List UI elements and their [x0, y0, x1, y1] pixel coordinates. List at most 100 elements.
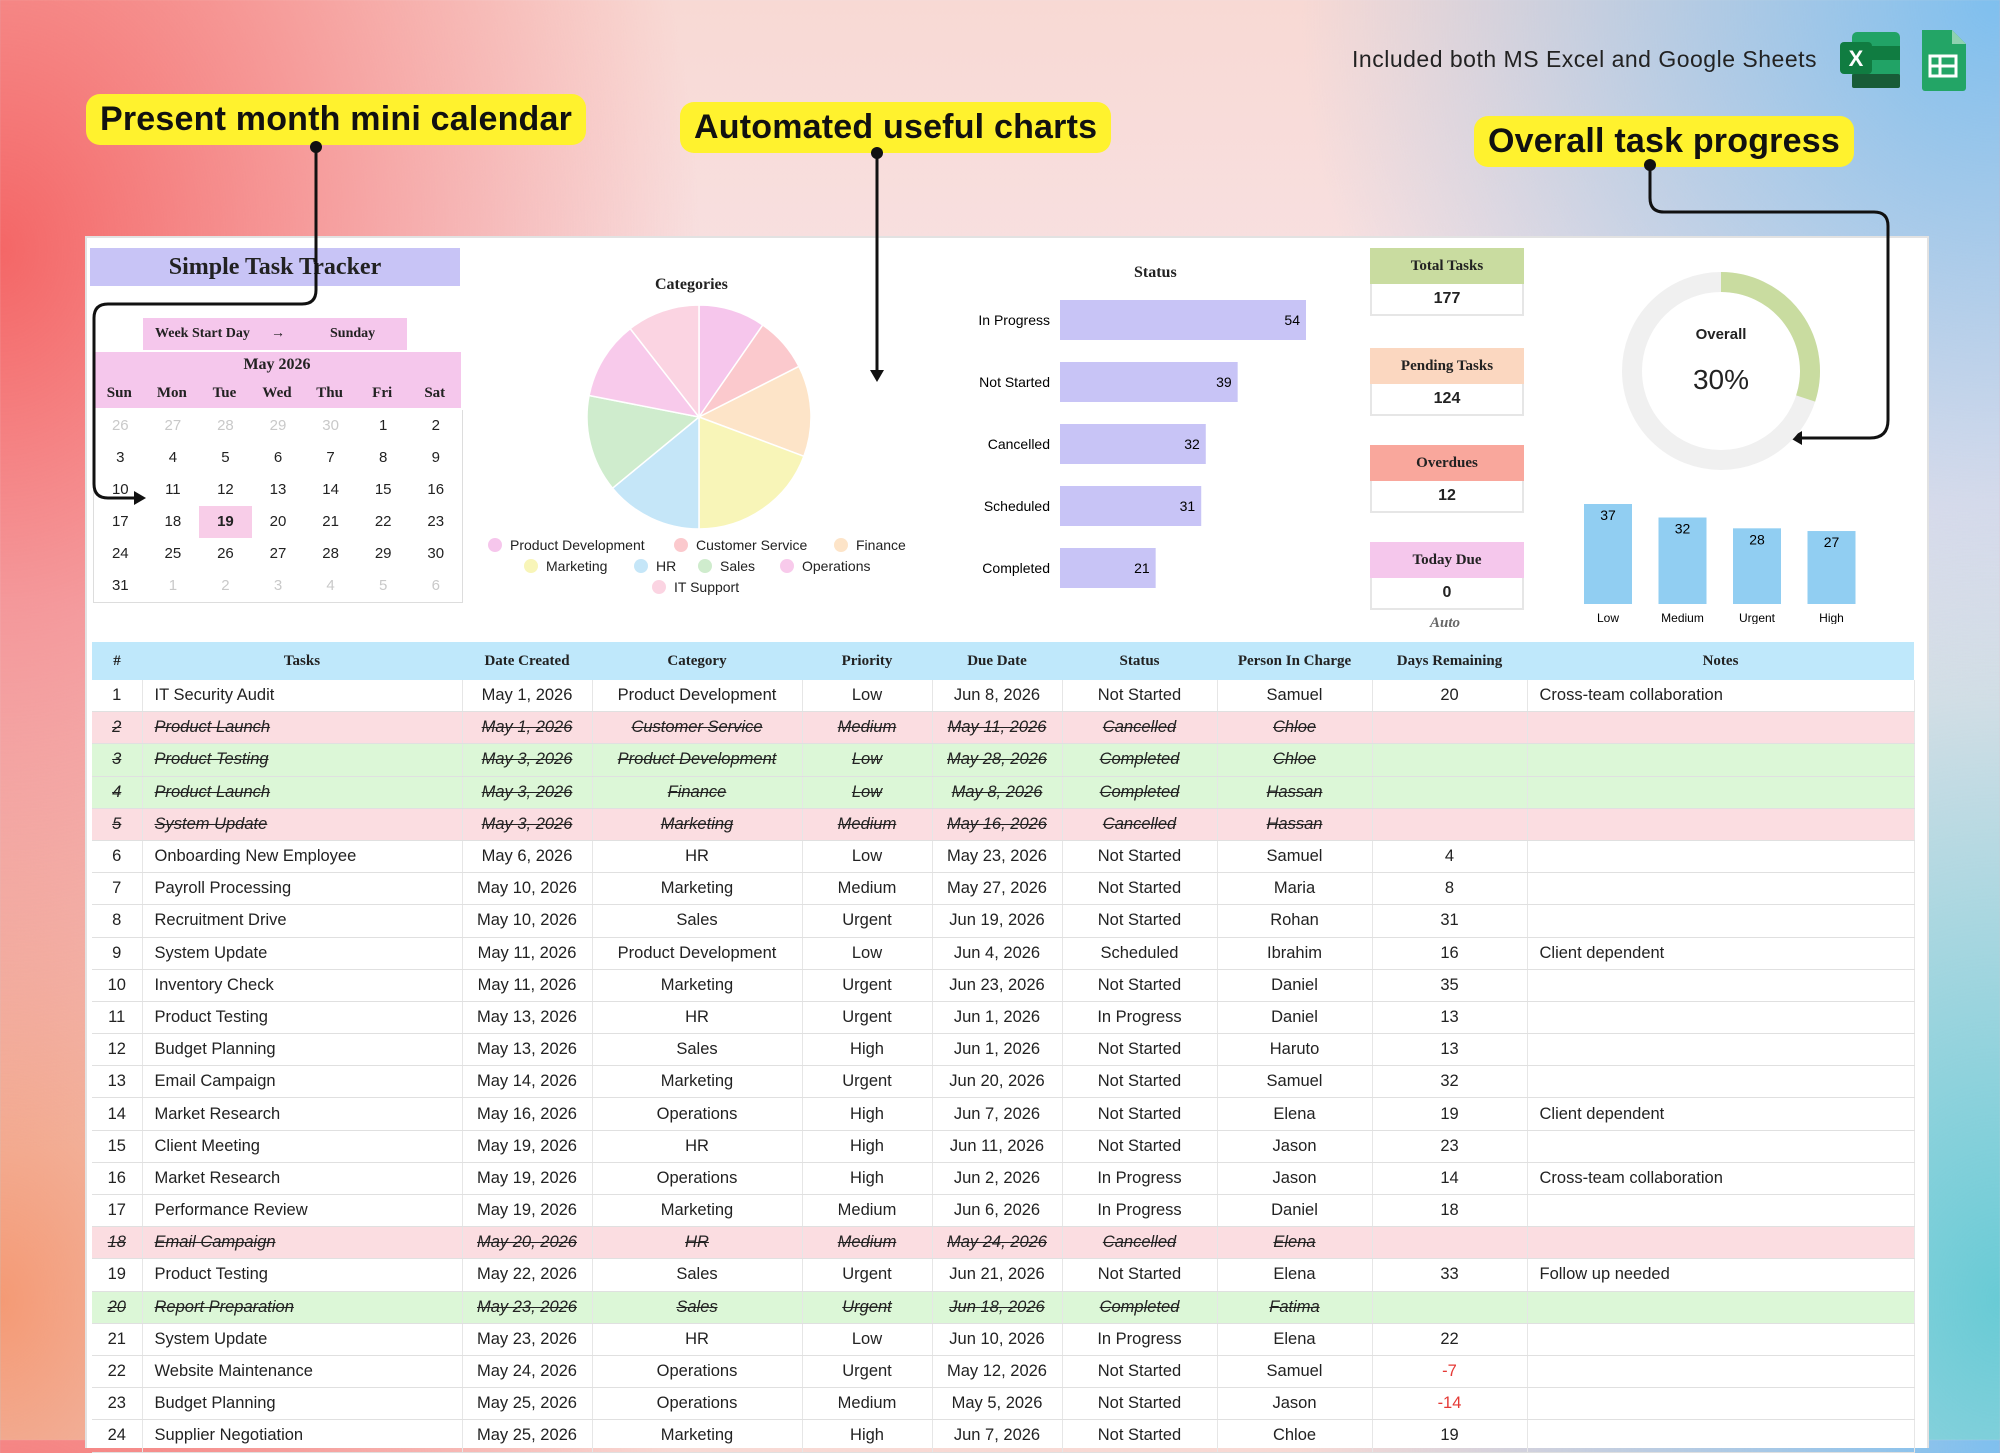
table-cell[interactable]: May 11, 2026	[932, 711, 1063, 745]
table-cell[interactable]: Sales	[592, 1291, 803, 1324]
table-cell[interactable]: Urgent	[802, 1258, 933, 1292]
table-cell[interactable]: May 10, 2026	[462, 872, 593, 906]
table-cell[interactable]	[1527, 711, 1915, 745]
table-cell[interactable]: May 24, 2026	[462, 1355, 593, 1389]
table-cell[interactable]: Jun 7, 2026	[932, 1097, 1063, 1131]
table-cell[interactable]: Product Testing	[142, 1001, 463, 1035]
table-cell[interactable]: May 3, 2026	[462, 776, 593, 809]
calendar-day[interactable]: 6	[431, 577, 440, 594]
column-header[interactable]: Tasks	[142, 642, 462, 680]
table-cell[interactable]: Cross-team collaboration	[1527, 680, 1915, 713]
table-cell[interactable]: Cancelled	[1062, 711, 1218, 745]
table-cell[interactable]: Not Started	[1062, 1065, 1218, 1099]
table-cell[interactable]: Medium	[802, 808, 933, 841]
table-cell[interactable]: 22	[92, 1355, 143, 1389]
table-cell[interactable]	[1527, 1419, 1915, 1453]
table-cell[interactable]: Jun 10, 2026	[932, 1323, 1063, 1356]
table-row[interactable]: 22 Website Maintenance May 24, 2026 Operati…	[92, 1355, 1915, 1389]
calendar-day[interactable]: 4	[326, 577, 335, 594]
table-row[interactable]: 13 Email Campaign May 14, 2026 Marketing Urg…	[92, 1065, 1915, 1099]
table-cell[interactable]: May 10, 2026	[462, 904, 593, 938]
table-cell[interactable]: Jun 1, 2026	[932, 1001, 1063, 1035]
table-cell[interactable]: Low	[802, 680, 933, 713]
table-cell[interactable]: Hassan	[1217, 808, 1373, 841]
table-cell[interactable]: Low	[802, 840, 933, 874]
table-cell[interactable]: Follow up needed	[1527, 1258, 1915, 1292]
table-cell[interactable]: Product Launch	[142, 776, 463, 809]
table-cell[interactable]: 19	[92, 1258, 143, 1292]
table-cell[interactable]: Elena	[1217, 1258, 1373, 1292]
calendar-day[interactable]: 28	[322, 545, 339, 562]
table-cell[interactable]: Jun 4, 2026	[932, 937, 1063, 970]
table-cell[interactable]: 18	[92, 1226, 143, 1260]
table-cell[interactable]: Medium	[802, 872, 933, 906]
table-cell[interactable]: Onboarding New Employee	[142, 840, 463, 874]
table-cell[interactable]: System Update	[142, 937, 463, 970]
calendar-day[interactable]: 1	[379, 417, 388, 434]
table-cell[interactable]: Cancelled	[1062, 1226, 1218, 1260]
table-cell[interactable]: Chloe	[1217, 711, 1373, 745]
calendar-day[interactable]: 2	[221, 577, 230, 594]
table-cell[interactable]: Fatima	[1217, 1291, 1373, 1324]
calendar-day[interactable]: 8	[379, 449, 388, 466]
table-cell[interactable]: Client dependent	[1527, 1097, 1915, 1131]
table-cell[interactable]: Marketing	[592, 1419, 803, 1453]
table-cell[interactable]: In Progress	[1062, 1323, 1218, 1356]
table-cell[interactable]: Market Research	[142, 1097, 463, 1131]
table-cell[interactable]: Medium	[802, 1387, 933, 1421]
column-header[interactable]: Status	[1062, 642, 1217, 680]
table-cell[interactable]: System Update	[142, 1323, 463, 1356]
table-cell[interactable]: Not Started	[1062, 904, 1218, 938]
table-cell[interactable]: 18	[1372, 1194, 1528, 1228]
table-cell[interactable]: Product Development	[592, 937, 803, 970]
calendar-day[interactable]: 22	[374, 513, 392, 530]
table-cell[interactable]: Jun 18, 2026	[932, 1291, 1063, 1324]
table-cell[interactable]: Client Meeting	[142, 1130, 463, 1163]
table-cell[interactable]: Sales	[592, 1033, 803, 1067]
table-cell[interactable]: Maria	[1217, 872, 1373, 906]
table-cell[interactable]: Completed	[1062, 743, 1218, 777]
table-cell[interactable]: 4	[1372, 840, 1528, 874]
table-cell[interactable]: Jason	[1217, 1130, 1373, 1163]
table-cell[interactable]: May 27, 2026	[932, 872, 1063, 906]
table-cell[interactable]	[1527, 776, 1915, 809]
table-cell[interactable]: Daniel	[1217, 1001, 1373, 1035]
calendar-day[interactable]: 26	[111, 417, 129, 434]
table-cell[interactable]: May 19, 2026	[462, 1162, 593, 1196]
table-cell[interactable]: Samuel	[1217, 1065, 1373, 1099]
table-row[interactable]: 18 Email Campaign May 20, 2026 HR Medium May …	[92, 1226, 1915, 1260]
calendar-day[interactable]: 3	[273, 577, 283, 594]
calendar-day[interactable]: 25	[164, 545, 182, 562]
table-cell[interactable]: Elena	[1217, 1226, 1373, 1260]
calendar-day[interactable]: 15	[374, 481, 392, 498]
calendar-day-today[interactable]: 19	[199, 506, 252, 538]
table-cell[interactable]: Supplier Negotiation	[142, 1419, 463, 1453]
table-cell[interactable]: May 6, 2026	[462, 840, 593, 874]
table-row[interactable]: 19 Product Testing May 22, 2026 Sales Urgent…	[92, 1258, 1915, 1292]
calendar-day[interactable]: 4	[168, 449, 178, 466]
table-cell[interactable]: Completed	[1062, 1291, 1218, 1324]
table-cell[interactable]: May 19, 2026	[462, 1130, 593, 1163]
table-row[interactable]: 4 Product Launch May 3, 2026 Finance Low May …	[92, 776, 1915, 809]
table-cell[interactable]: High	[802, 1097, 933, 1131]
table-cell[interactable]: Not Started	[1062, 1033, 1218, 1067]
calendar-day[interactable]: 27	[164, 417, 182, 434]
table-cell[interactable]: Samuel	[1217, 680, 1373, 713]
table-row[interactable]: 24 Supplier Negotiation May 25, 2026 Market…	[92, 1419, 1915, 1453]
column-header[interactable]: #	[92, 642, 142, 680]
table-cell[interactable]: Product Testing	[142, 743, 463, 777]
calendar-day[interactable]: 12	[217, 481, 234, 498]
table-cell[interactable]: Completed	[1062, 776, 1218, 809]
table-cell[interactable]: Cross-team collaboration	[1527, 1162, 1915, 1196]
table-cell[interactable]: May 24, 2026	[932, 1226, 1063, 1260]
table-cell[interactable]: May 8, 2026	[932, 776, 1063, 809]
table-cell[interactable]: May 5, 2026	[932, 1387, 1063, 1421]
table-cell[interactable]: 11	[92, 1001, 143, 1035]
table-cell[interactable]: Marketing	[592, 872, 803, 906]
table-cell[interactable]: Sales	[592, 904, 803, 938]
table-cell[interactable]: Client dependent	[1527, 937, 1915, 970]
table-cell[interactable]: IT Security Audit	[142, 680, 463, 713]
table-cell[interactable]: Jun 21, 2026	[932, 1258, 1063, 1292]
table-cell[interactable]: Report Preparation	[142, 1291, 463, 1324]
table-cell[interactable]	[1527, 1130, 1915, 1163]
